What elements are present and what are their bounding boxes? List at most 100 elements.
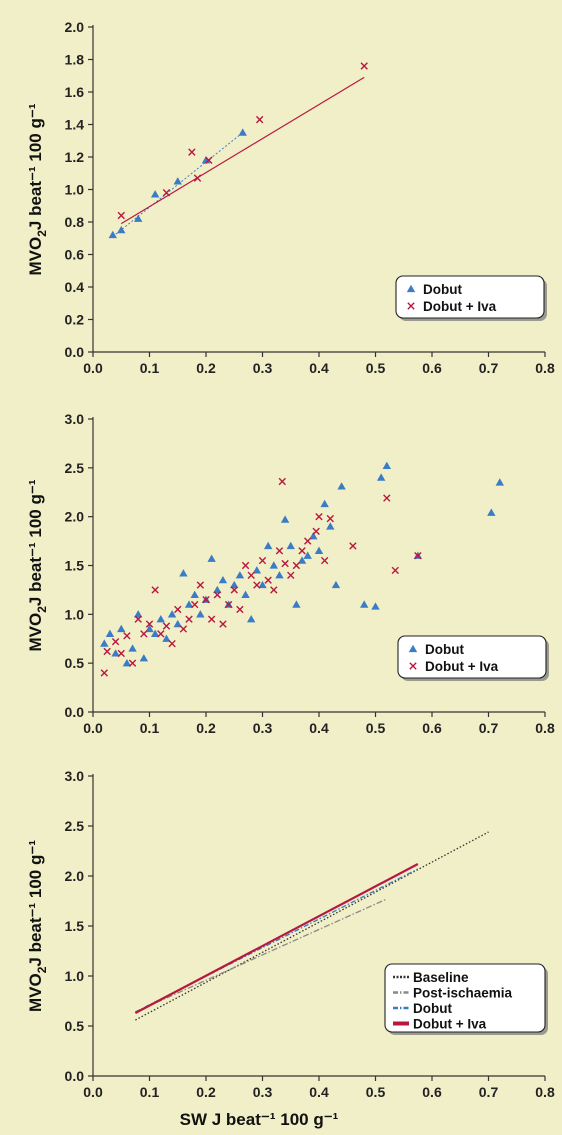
data-point-cross-stroke-b [247, 571, 255, 579]
data-point-triangle [173, 619, 182, 628]
data-point-cross [236, 605, 244, 614]
y-tick-label: 3.0 [65, 411, 85, 427]
data-point-cross-stroke-b [111, 637, 120, 646]
y-axis-title-sub: 2 [35, 230, 49, 237]
regression-line [112, 132, 244, 238]
y-axis-title: MVO2J beat⁻¹ 100 g⁻¹ [26, 840, 49, 1012]
data-point-cross [207, 615, 216, 623]
data-point-cross-stroke-b [196, 581, 205, 589]
data-point-cross [264, 576, 272, 584]
data-point-cross-stroke-b [281, 559, 289, 568]
data-point-triangle [286, 541, 295, 550]
data-point-triangle [213, 585, 222, 594]
x-tick-label: 0.2 [196, 360, 216, 376]
legend: Dobut Dobut + Iva [397, 635, 549, 681]
data-point-cross-stroke-b [258, 556, 267, 565]
data-point-cross [315, 512, 323, 521]
y-tick-label: 1.0 [65, 182, 85, 198]
data-point-cross-stroke-b [100, 669, 108, 677]
data-point-cross-stroke-b [179, 625, 188, 633]
data-point-cross-stroke-b [117, 649, 125, 658]
data-point-triangle [331, 580, 341, 589]
data-point-triangle [303, 551, 312, 559]
data-point-cross [219, 620, 227, 628]
data-point-cross [304, 537, 312, 545]
data-point-cross-stroke-b [326, 514, 334, 523]
data-point-cross [312, 527, 320, 536]
data-point-triangle [487, 508, 496, 516]
data-point-cross-stroke-b [320, 556, 329, 565]
data-point-cross [292, 561, 301, 570]
x-tick-label: 0.3 [253, 720, 273, 736]
data-point-cross-stroke-b [383, 494, 391, 502]
series-line [135, 831, 489, 1021]
data-point-triangle [275, 571, 284, 579]
x-tick-label: 0.4 [309, 1084, 329, 1100]
x-tick-label: 0.1 [140, 1084, 160, 1100]
data-point-triangle [100, 639, 109, 647]
data-point-cross [202, 595, 210, 604]
legend-swatch-cross-stroke-b [407, 302, 415, 310]
data-point-triangle [105, 629, 115, 638]
data-point-cross-stroke-b [202, 595, 210, 604]
data-point-cross-stroke-b [360, 62, 368, 70]
data-point-cross [145, 620, 154, 628]
y-axis-title-sub: 2 [35, 606, 49, 613]
x-tick-label: 0.3 [253, 360, 273, 376]
data-point-cross-stroke-b [292, 561, 301, 570]
data-point-triangle [128, 644, 137, 652]
data-point-triangle [156, 615, 165, 623]
series-post-ischaemia [135, 898, 388, 1013]
data-point-triangle [297, 556, 307, 564]
legend-swatch-cross [409, 662, 417, 670]
data-point-triangle [167, 610, 177, 618]
x-tick-label: 0.6 [422, 720, 442, 736]
y-tick-label: 0.2 [65, 312, 85, 328]
legend-label: Baseline [413, 970, 469, 985]
y-axis-title: MVO2J beat⁻¹ 100 g⁻¹ [26, 103, 49, 275]
data-point-triangle [117, 225, 126, 234]
data-point-cross-stroke-b [162, 622, 171, 630]
data-point-cross-stroke-b [128, 659, 137, 667]
data-point-cross-stroke-b [287, 571, 295, 579]
data-point-cross [258, 556, 267, 565]
x-tick-label: 0.1 [140, 720, 160, 736]
y-tick-label: 1.0 [65, 968, 85, 984]
data-point-cross [111, 637, 120, 646]
y-tick-label: 0.6 [65, 247, 85, 263]
data-point-triangle [238, 128, 247, 136]
y-axis-title: MVO2J beat⁻¹ 100 g⁻¹ [26, 479, 49, 651]
data-point-cross [213, 591, 221, 599]
data-point-cross-stroke-b [270, 586, 278, 594]
data-point-triangle [292, 600, 301, 608]
y-axis-title-main: MVO [26, 613, 45, 652]
x-tick-label: 0.0 [83, 720, 103, 736]
y-tick-label: 0.5 [65, 655, 85, 671]
y-tick-label: 0.5 [65, 1018, 85, 1034]
data-point-triangle [376, 473, 386, 481]
legend-box [384, 963, 546, 1033]
y-tick-label: 0.0 [65, 704, 85, 720]
x-tick-label: 0.4 [309, 360, 329, 376]
data-point-cross [103, 647, 111, 656]
x-tick-label: 0.5 [366, 720, 386, 736]
data-point-cross [255, 115, 264, 124]
data-point-cross-stroke-b [205, 156, 213, 164]
legend-label: Dobut [425, 642, 464, 657]
data-point-cross-stroke-b [230, 586, 238, 594]
x-tick-label: 0.6 [422, 360, 442, 376]
data-point-cross [278, 477, 286, 486]
data-point-cross-stroke-b [123, 632, 131, 640]
data-point-cross [140, 630, 148, 638]
y-tick-label: 1.8 [65, 52, 85, 68]
y-axis-title-main: MVO [26, 237, 45, 276]
x-tick-label: 0.5 [366, 360, 386, 376]
legend-box [397, 635, 547, 679]
legend-label: Dobut + Iva [413, 1017, 487, 1032]
data-point-cross [117, 649, 125, 658]
data-point-cross [383, 494, 391, 502]
data-point-cross-stroke-b [304, 537, 312, 545]
y-tick-label: 1.2 [65, 149, 85, 165]
legend-label: Dobut [413, 1001, 452, 1016]
